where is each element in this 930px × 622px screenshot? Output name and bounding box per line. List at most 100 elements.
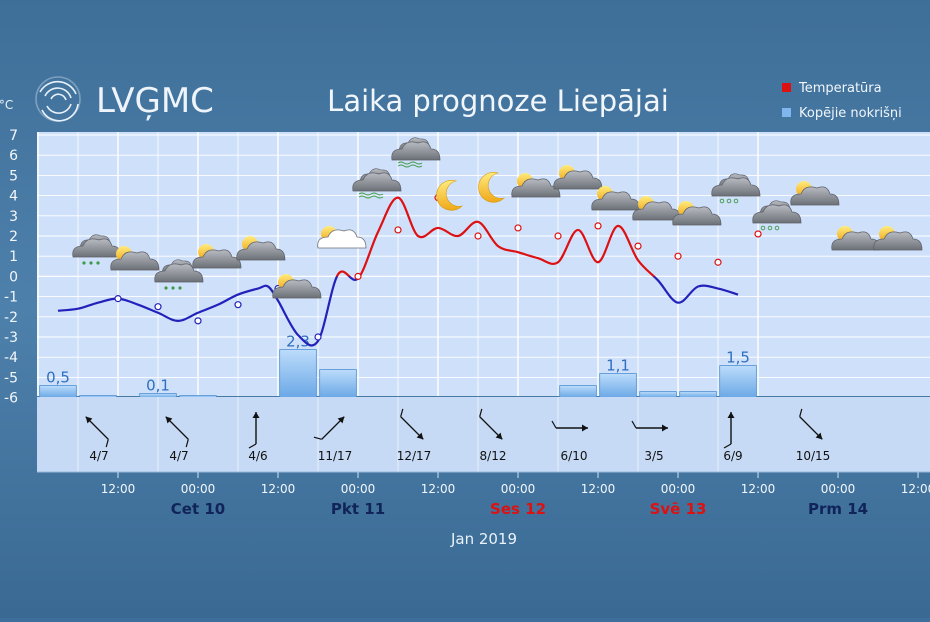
sun-cloud-icon	[553, 165, 603, 190]
wind-arrow-icon	[165, 416, 189, 448]
x-tick-label: 12:00	[581, 482, 616, 496]
day-label: Pkt 11	[331, 500, 385, 518]
precipitation-value-label: 0,1	[146, 377, 170, 395]
wind-arrow-icon	[723, 412, 735, 449]
precipitation-bar	[39, 385, 77, 399]
wind-arrow-icon	[248, 412, 260, 449]
x-tick-label: 12:00	[421, 482, 456, 496]
wind-panel	[37, 397, 930, 472]
wind-arrow-head	[337, 416, 345, 424]
unit-label: °C	[0, 98, 13, 112]
wind-arrow-barb	[551, 420, 557, 429]
sun-cloud-icon	[236, 236, 286, 261]
precipitation-value-label: 1,1	[606, 357, 630, 375]
y-tick-label: 1	[9, 249, 18, 265]
cloud-shape	[591, 191, 641, 211]
temperature-marker	[554, 232, 562, 240]
plot-area	[37, 132, 930, 396]
precipitation-bar	[639, 391, 677, 399]
y-tick-label: -5	[4, 370, 18, 386]
cloud-shape	[317, 229, 367, 249]
month-label: Jan 2019	[450, 530, 517, 548]
wind-speed-label: 4/7	[169, 449, 188, 463]
weather-icons	[72, 137, 923, 299]
sun-cloud-icon	[591, 186, 641, 211]
page-title: Laika prognoze Liepājai	[327, 84, 669, 118]
cloud-rain-icon	[72, 234, 122, 265]
wind-arrow-barb	[185, 439, 189, 448]
wind-speed-label: 8/12	[480, 449, 507, 463]
wind-arrow-icon	[551, 420, 588, 432]
y-tick-label: -1	[4, 290, 18, 306]
precipitation-value-label: 0,5	[46, 369, 70, 387]
snowflake	[726, 198, 732, 204]
wind-arrow-head	[495, 432, 503, 440]
precipitation-bar	[559, 385, 597, 399]
precipitation-bars: 0,5 0,1 2,3 1,1 1,5	[39, 333, 757, 399]
cloud-shape	[790, 186, 840, 206]
cloud-shape	[272, 279, 322, 299]
day-label: Cet 10	[171, 500, 225, 518]
cloud-snow-icon	[752, 200, 802, 231]
legend-swatch-temperature	[782, 83, 791, 92]
wind-speed-label: 12/17	[397, 449, 432, 463]
wind-arrow-head	[85, 416, 93, 424]
cloud-fog-icon	[352, 168, 402, 199]
wind-arrow-barb	[105, 439, 109, 448]
y-tick-label: -6	[4, 391, 18, 407]
legend: Temperatūra Kopējie nokrišņi	[782, 81, 902, 121]
x-tick-label: 12:00	[101, 482, 136, 496]
wind-arrow-barb	[799, 408, 803, 417]
wind-arrow-barb	[479, 408, 483, 417]
wind-arrow-icon	[313, 416, 345, 440]
precipitation-bar	[719, 365, 757, 399]
cloud-shape	[110, 251, 160, 271]
wind-arrow-icon	[799, 408, 823, 440]
cloud-shape	[672, 206, 722, 226]
cloud-shape	[72, 238, 122, 258]
x-tick-label: 00:00	[501, 482, 536, 496]
wind-arrow-barb	[631, 420, 637, 429]
temperature-marker	[514, 224, 522, 232]
raindrop	[89, 261, 93, 265]
wind-arrow-barb	[400, 408, 404, 417]
wind-speed-label: 6/9	[723, 449, 742, 463]
day-label: Ses 12	[490, 500, 546, 518]
sun-cloud-icon	[192, 244, 242, 269]
y-axis: 7 6 5 4 3 2 1 0 -1 -2 -3 -4 -5 -6	[4, 128, 18, 407]
fog-line	[358, 192, 384, 196]
wind-row: 4/7 4/7 4/6 11/17 12/17 8/12 6/10 3/5 6/9 10/15	[77, 397, 830, 472]
raindrop	[171, 286, 175, 290]
temperature-marker	[394, 226, 402, 234]
logo-swirl-icon	[35, 76, 81, 122]
x-tick-label: 00:00	[661, 482, 696, 496]
temperature-marker	[714, 258, 722, 266]
precipitation-bar	[599, 373, 637, 399]
cloud-rain-icon	[154, 259, 204, 290]
cloud-shape	[352, 172, 402, 192]
wind-speed-label: 4/7	[89, 449, 108, 463]
legend-label-precipitation: Kopējie nokrišņi	[799, 106, 902, 121]
temperature-marker	[474, 232, 482, 240]
y-tick-label: -4	[4, 350, 18, 366]
snowflake	[733, 198, 739, 204]
y-tick-label: 2	[9, 229, 18, 245]
temperature-series	[57, 194, 762, 347]
moon-icon	[436, 180, 463, 211]
wind-arrow-barb	[313, 436, 322, 440]
temperature-marker	[594, 222, 602, 230]
y-tick-label: -2	[4, 310, 18, 326]
cloud-shape	[711, 177, 761, 197]
moon-icon	[478, 172, 505, 203]
y-tick-label: 7	[9, 128, 18, 144]
raindrop	[96, 261, 100, 265]
wind-arrow-icon	[479, 408, 503, 440]
temperature-marker	[674, 252, 682, 260]
cloud-shape	[553, 170, 603, 190]
x-tick-label: 12:00	[901, 482, 930, 496]
legend-label-temperature: Temperatūra	[798, 81, 882, 96]
y-tick-label: 0	[9, 269, 18, 285]
sun-cloud-icon	[110, 246, 160, 271]
